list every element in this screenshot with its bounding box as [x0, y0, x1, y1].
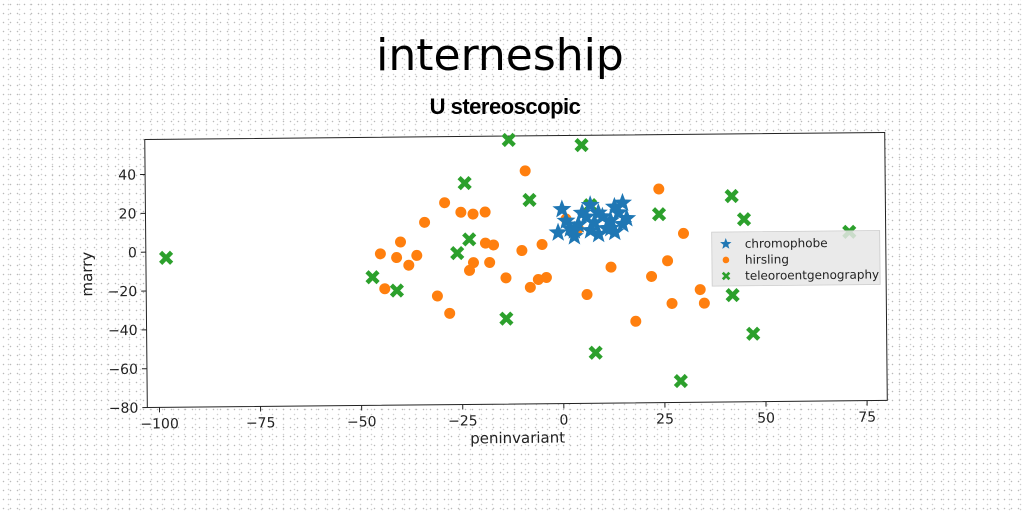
- circle-point: [439, 197, 450, 208]
- x-tick-label: −100: [140, 416, 179, 432]
- circle-point: [520, 165, 531, 176]
- x-tick-label: 25: [656, 411, 674, 427]
- circle-point: [444, 308, 455, 319]
- circle-point: [391, 252, 402, 263]
- circle-point: [432, 290, 443, 301]
- circle-point: [395, 236, 406, 247]
- y-axis: −80 −60 −40 −20 0 20 40: [106, 168, 147, 417]
- x-tick-label: 75: [858, 410, 876, 426]
- circle-point: [455, 207, 466, 218]
- circle-point: [500, 272, 511, 283]
- x-tick-label: −50: [347, 414, 377, 430]
- circle-point: [537, 239, 548, 250]
- circle-point: [488, 239, 499, 250]
- circle-point: [468, 257, 479, 268]
- circle-point: [480, 206, 491, 217]
- x-tick-label: −25: [448, 413, 478, 429]
- x-tick-label: 50: [757, 411, 775, 427]
- circle-point: [653, 183, 664, 194]
- circle-point: [525, 282, 536, 293]
- circle-point: [375, 248, 386, 259]
- circle-point: [699, 298, 710, 309]
- circle-point: [678, 228, 689, 239]
- circle-point: [379, 283, 390, 294]
- x-tick-label: −75: [246, 415, 276, 431]
- circle-point: [605, 262, 616, 273]
- circle-point: [630, 316, 641, 327]
- circle-point: [411, 250, 422, 261]
- circle-point: [666, 298, 677, 309]
- circle-point: [467, 209, 478, 220]
- y-tick-label: 40: [118, 168, 136, 184]
- circle-point: [516, 245, 527, 256]
- circle-point: [646, 271, 657, 282]
- plot-area: −100 −75 −50 −25 0 25 50 75 −80 −60 −40 −20 0 20 40 p…: [77, 131, 888, 451]
- circle-point: [484, 257, 495, 268]
- circle-point: [662, 255, 673, 266]
- legend-label: teleoroentgenography: [745, 268, 879, 283]
- y-axis-label: marry: [78, 252, 96, 297]
- y-tick-label: −20: [108, 284, 138, 300]
- legend-label: hirsling: [745, 252, 789, 266]
- y-tick-label: −80: [109, 401, 139, 417]
- legend-marker: [723, 257, 730, 264]
- circle-point: [541, 272, 552, 283]
- circle-point: [419, 217, 430, 228]
- circle-point: [403, 260, 414, 271]
- y-tick-label: −40: [108, 323, 138, 339]
- circle-point: [581, 289, 592, 300]
- x-axis-label: peninvariant: [470, 429, 565, 448]
- y-tick-label: −60: [108, 362, 138, 378]
- x-tick-label: 0: [559, 412, 568, 428]
- y-tick-label: 0: [128, 245, 137, 261]
- legend-label: chromophobe: [745, 236, 828, 251]
- circle-point: [695, 284, 706, 295]
- y-tick-label: 20: [119, 206, 137, 222]
